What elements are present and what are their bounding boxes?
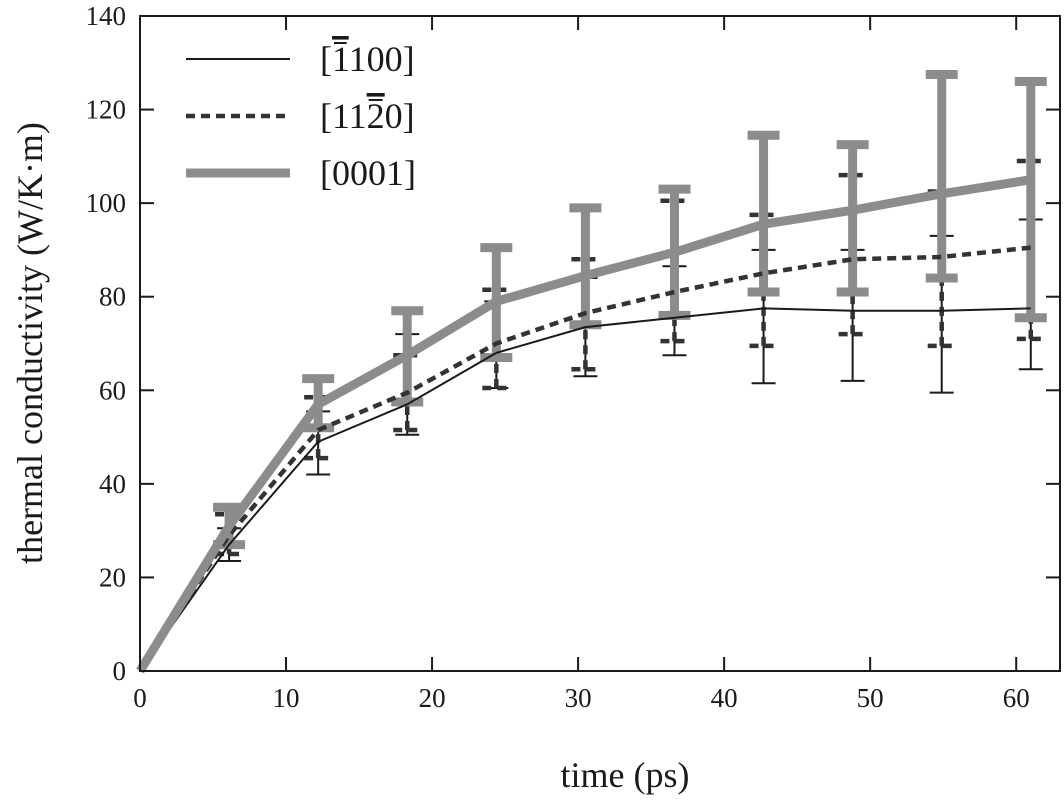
x-tick-label: 50 bbox=[857, 683, 884, 713]
x-axis-label: time (ps) bbox=[561, 755, 690, 795]
series-line-2 bbox=[138, 245, 1032, 673]
legend-label-1: [1100] bbox=[320, 39, 415, 79]
legend: [1100] [1120] [0001] bbox=[186, 39, 416, 193]
x-tick-label: 60 bbox=[1003, 683, 1030, 713]
y-tick-label: 20 bbox=[99, 562, 126, 592]
y-tick-label: 100 bbox=[86, 188, 127, 218]
x-tick-label: 40 bbox=[711, 683, 738, 713]
x-tick-label: 10 bbox=[273, 683, 300, 713]
x-tick-label: 20 bbox=[419, 683, 446, 713]
legend-label-3: [0001] bbox=[320, 153, 416, 193]
y-tick-label: 60 bbox=[99, 375, 126, 405]
y-tick-label: 80 bbox=[99, 282, 126, 312]
plot-frame bbox=[139, 15, 1061, 672]
x-tick-label: 30 bbox=[565, 683, 592, 713]
y-tick-label: 40 bbox=[99, 469, 126, 499]
y-tick-label: 120 bbox=[86, 95, 127, 125]
x-tick-label: 0 bbox=[133, 683, 147, 713]
series-line-1 bbox=[139, 307, 1031, 672]
series-line-3 bbox=[136, 175, 1032, 674]
series-lines bbox=[136, 175, 1032, 674]
y-axis-label: thermal conductivity (W/K·m) bbox=[10, 122, 50, 564]
y-tick-label: 140 bbox=[86, 1, 127, 31]
y-tick-label: 0 bbox=[113, 656, 127, 686]
tick-labels: 0 10 20 30 40 50 60 0 20 40 60 80 100 120 140 bbox=[86, 1, 1030, 713]
legend-label-2: [1120] bbox=[320, 96, 415, 136]
axis-ticks bbox=[139, 15, 1060, 672]
